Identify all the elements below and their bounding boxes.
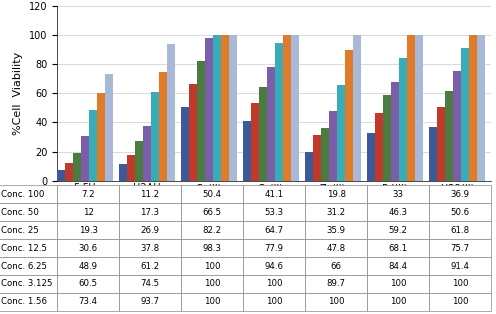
- Bar: [188, 84, 197, 181]
- Bar: [221, 35, 229, 181]
- Bar: [73, 153, 81, 181]
- Bar: [469, 35, 477, 181]
- Bar: [243, 121, 250, 181]
- Bar: [383, 95, 391, 181]
- Bar: [415, 35, 423, 181]
- Bar: [205, 38, 213, 181]
- Bar: [57, 170, 64, 181]
- Bar: [345, 50, 353, 181]
- Bar: [135, 142, 143, 181]
- Bar: [250, 103, 259, 181]
- Bar: [97, 93, 105, 181]
- Bar: [167, 45, 175, 181]
- Bar: [312, 135, 321, 181]
- Bar: [461, 48, 469, 181]
- Bar: [181, 107, 188, 181]
- Bar: [119, 164, 126, 181]
- Bar: [429, 127, 436, 181]
- Bar: [89, 110, 97, 181]
- Bar: [367, 133, 374, 181]
- Y-axis label: %Cell  Viability: %Cell Viability: [13, 52, 23, 135]
- Bar: [126, 155, 135, 181]
- Bar: [159, 72, 167, 181]
- Bar: [267, 68, 275, 181]
- Bar: [337, 85, 345, 181]
- Bar: [305, 152, 312, 181]
- Bar: [64, 163, 73, 181]
- Bar: [275, 43, 283, 181]
- Bar: [229, 35, 237, 181]
- Bar: [391, 82, 399, 181]
- Bar: [105, 74, 113, 181]
- Bar: [445, 91, 453, 181]
- Bar: [283, 35, 291, 181]
- Bar: [477, 35, 485, 181]
- Bar: [197, 61, 205, 181]
- Bar: [453, 71, 461, 181]
- Bar: [436, 107, 445, 181]
- Bar: [374, 113, 383, 181]
- Bar: [259, 87, 267, 181]
- Bar: [329, 111, 337, 181]
- Bar: [321, 128, 329, 181]
- Bar: [291, 35, 299, 181]
- Bar: [213, 35, 221, 181]
- Bar: [353, 35, 361, 181]
- Bar: [399, 58, 407, 181]
- Bar: [151, 92, 159, 181]
- Bar: [407, 35, 415, 181]
- Bar: [81, 136, 89, 181]
- Bar: [143, 126, 151, 181]
